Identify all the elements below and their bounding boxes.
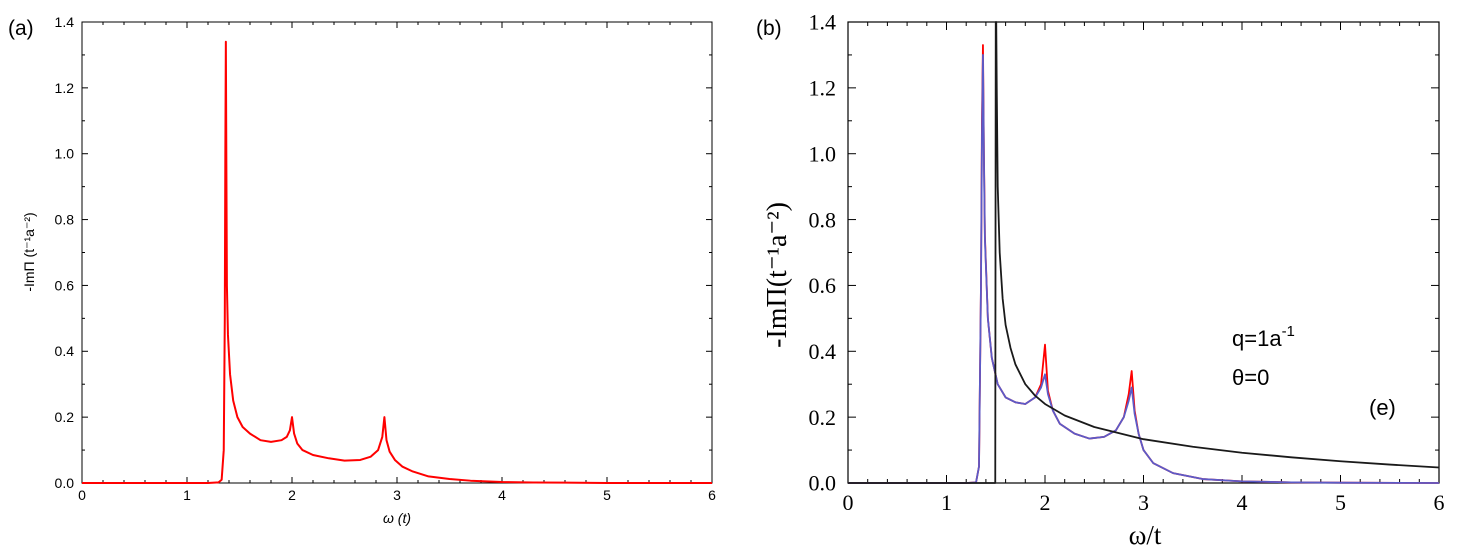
x-tick-label: 2 <box>288 487 296 503</box>
panel-a-label: (a) <box>8 17 34 40</box>
chart-b-ticks: 0 1 2 3 4 5 6 0.0 0.2 0.4 0.6 0.8 1.0 1.2 1.4 <box>809 10 1445 515</box>
chart-a: 0 1 2 3 4 5 6 0.0 0.2 0.4 0.6 0.8 1.0 1.2 1.4 ω (t) -I… <box>21 14 716 526</box>
chart-b-x-axis-label: ω/t <box>1129 520 1162 550</box>
series-line-1 <box>82 40 712 484</box>
panel-b-label: (b) <box>756 17 782 40</box>
x-tick-label: 4 <box>498 487 506 503</box>
y-tick-label: 0.6 <box>55 277 75 293</box>
x-tick-label: 3 <box>393 487 401 503</box>
series-line-3 <box>848 21 1440 484</box>
annotation-q-exponent: -1 <box>1282 323 1295 340</box>
x-tick-label: 3 <box>1138 490 1149 515</box>
x-tick-label: 2 <box>1040 490 1051 515</box>
y-tick-label: 0.2 <box>809 405 837 430</box>
y-tick-label: 0.0 <box>809 471 837 496</box>
annotation-tag: (e) <box>1369 395 1396 420</box>
y-tick-label: 1.4 <box>55 14 75 30</box>
y-tick-label: 0.8 <box>55 211 75 227</box>
y-tick-label: 0.2 <box>55 409 75 425</box>
x-tick-label: 4 <box>1237 490 1248 515</box>
y-tick-label: 0.6 <box>809 273 837 298</box>
chart-b-frame <box>847 21 1440 484</box>
series-line-2 <box>848 54 1440 484</box>
annotation-theta: θ=0 <box>1232 365 1269 390</box>
x-tick-label: 6 <box>708 487 716 503</box>
series-line-1 <box>848 44 1440 484</box>
y-tick-label: 1.4 <box>809 10 837 35</box>
x-tick-label: 5 <box>603 487 611 503</box>
y-tick-label: 0.4 <box>55 343 75 359</box>
chart-b-y-axis-label: -ImΠ(t⁻¹a⁻²) <box>762 202 793 348</box>
x-tick-label: 1 <box>941 490 952 515</box>
x-tick-label: 5 <box>1335 490 1346 515</box>
y-tick-label: 1.0 <box>809 141 837 166</box>
x-tick-label: 6 <box>1434 490 1445 515</box>
y-tick-label: 1.0 <box>55 146 75 162</box>
chart-b-series <box>848 21 1440 484</box>
y-tick-label: 0.8 <box>809 207 837 232</box>
chart-a-ticks: 0 1 2 3 4 5 6 0.0 0.2 0.4 0.6 0.8 1.0 1.2 1.4 <box>55 14 717 503</box>
chart-a-frame <box>81 21 713 484</box>
chart-a-x-axis-label: ω (t) <box>383 510 411 526</box>
chart-a-y-axis-label: -ImΠ (t⁻¹a⁻²) <box>21 212 37 291</box>
annotation-q-base: q=1a <box>1232 326 1282 351</box>
annotation-q: q=1a-1 <box>1232 323 1295 351</box>
y-tick-label: 1.2 <box>55 80 75 96</box>
x-tick-label: 0 <box>843 490 854 515</box>
chart-b: 0 1 2 3 4 5 6 0.0 0.2 0.4 0.6 0.8 1.0 1.2 1.4 ω/t -ImΠ… <box>762 10 1445 550</box>
y-tick-label: 0.4 <box>809 339 837 364</box>
chart-a-series <box>82 40 712 484</box>
y-tick-label: 0.0 <box>55 475 75 491</box>
x-tick-label: 0 <box>78 487 86 503</box>
x-tick-label: 1 <box>183 487 191 503</box>
y-tick-label: 1.2 <box>809 76 837 101</box>
